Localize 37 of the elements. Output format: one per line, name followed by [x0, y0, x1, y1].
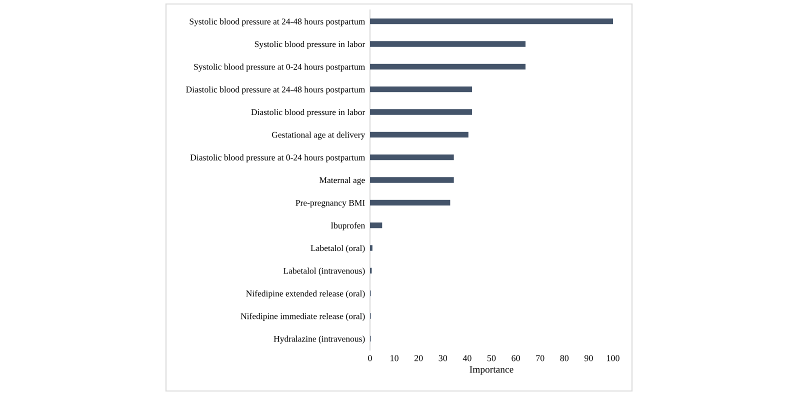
x-tick-label: 60 — [512, 355, 520, 362]
y-tick-label: Diastolic blood pressure at 0-24 hours postpartum — [190, 154, 365, 162]
y-tick-label: Systolic blood pressure at 24-48 hours postpartum — [190, 18, 365, 26]
bar — [370, 64, 526, 70]
bar — [370, 18, 613, 24]
bar — [370, 222, 382, 228]
bar — [370, 109, 472, 115]
x-tick-label: 80 — [560, 355, 569, 362]
y-tick-label: Gestational age at delivery — [272, 132, 366, 140]
y-tick-label: Systolic blood pressure in labor — [254, 40, 366, 49]
x-tick-label: 50 — [488, 355, 496, 362]
bar — [370, 200, 450, 206]
x-axis-title: Importance — [470, 366, 514, 375]
x-tick-label: 70 — [536, 355, 544, 362]
x-tick-label: 0 — [368, 355, 372, 362]
y-tick-label: Maternal age — [319, 176, 365, 185]
y-tick-label: Nifedipine extended release (oral) — [246, 290, 365, 298]
x-tick-label: 20 — [414, 355, 423, 362]
x-tick-label: 30 — [438, 355, 448, 362]
bar — [370, 154, 454, 160]
y-tick-label: Nifedipine immediate release (oral) — [240, 312, 365, 321]
y-tick-label: Labetalol (oral) — [310, 244, 365, 253]
y-tick-label: Diastolic blood pressure at 24-48 hours postpartum — [186, 86, 365, 94]
bar — [370, 41, 526, 47]
y-tick-label: Systolic blood pressure at 0-24 hours postpartum — [194, 64, 365, 72]
x-tick-label: 100 — [607, 355, 620, 362]
x-tick-label: 90 — [584, 355, 593, 362]
y-tick-label: Pre-pregnancy BMI — [296, 200, 365, 208]
bar — [370, 132, 468, 138]
bar — [370, 177, 454, 183]
y-tick-label: Hydralazine (intravenous) — [274, 336, 365, 344]
bar — [370, 86, 472, 92]
y-tick-label: Diastolic blood pressure in labor — [251, 108, 366, 117]
x-tick-label: 40 — [462, 355, 472, 362]
x-tick-label: 10 — [390, 355, 398, 362]
y-tick-label: Ibuprofen — [330, 222, 366, 230]
y-tick-label: Labetalol (intravenous) — [284, 268, 365, 276]
